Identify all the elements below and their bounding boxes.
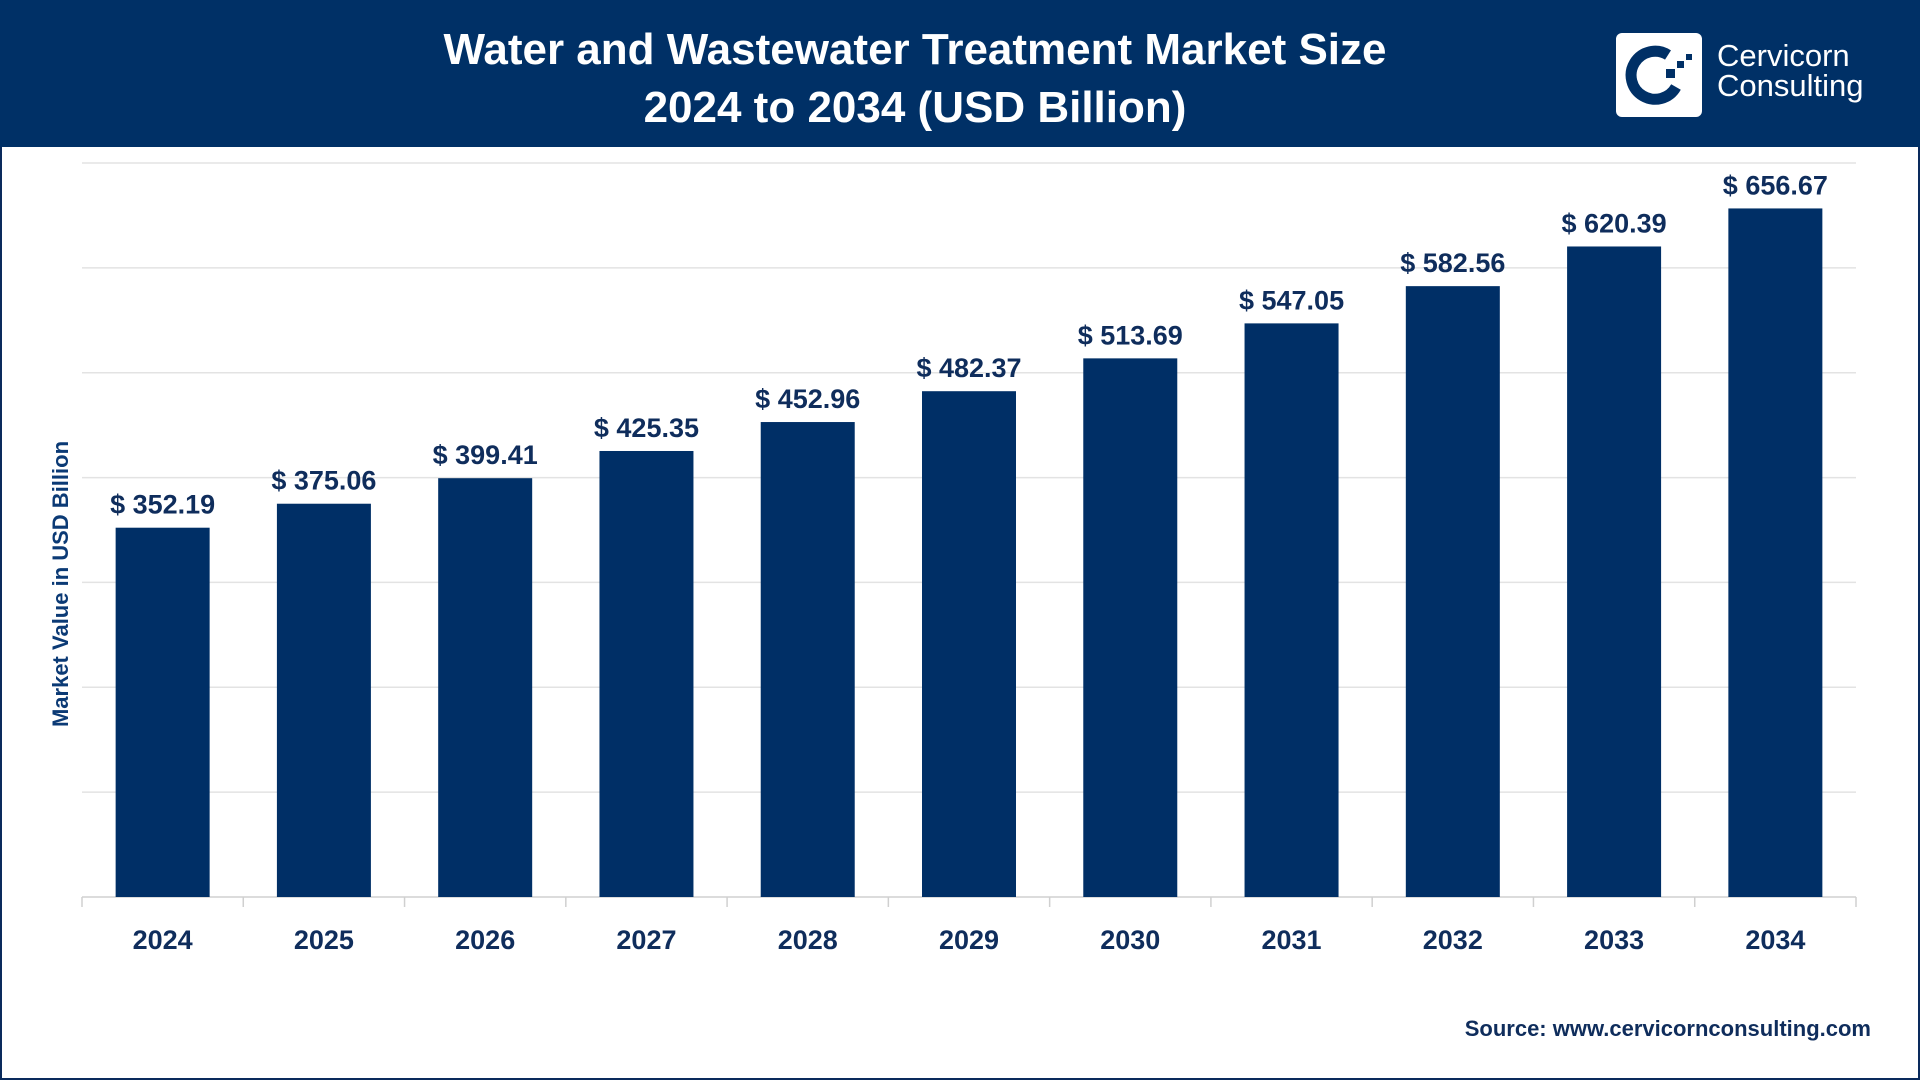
- x-tick-label: 2026: [455, 925, 515, 955]
- x-tick-label: 2030: [1100, 925, 1160, 955]
- data-label: $ 656.67: [1723, 170, 1828, 200]
- header-banner: Water and Wastewater Treatment Market Si…: [0, 0, 1920, 147]
- y-axis-label: Market Value in USD Billion: [48, 440, 73, 728]
- bar-2026: [438, 478, 533, 897]
- x-tick-label: 2032: [1423, 925, 1483, 955]
- data-label: $ 352.19: [110, 490, 215, 520]
- data-label: $ 620.39: [1562, 208, 1667, 238]
- bar-2028: [760, 422, 855, 897]
- data-label: $ 452.96: [755, 384, 860, 414]
- bar-2034: [1728, 208, 1823, 898]
- chart-title-line1: Water and Wastewater Treatment Market Si…: [443, 25, 1387, 74]
- data-label: $ 399.41: [433, 440, 538, 470]
- bar-2025: [276, 503, 371, 897]
- x-tick-label: 2029: [939, 925, 999, 955]
- bar-2033: [1567, 246, 1662, 897]
- data-label: $ 513.69: [1078, 320, 1183, 350]
- x-tick-label: 2028: [778, 925, 838, 955]
- x-tick-label: 2034: [1745, 925, 1805, 955]
- data-label: $ 375.06: [271, 466, 376, 496]
- data-label: $ 582.56: [1400, 248, 1505, 278]
- chart-title-line2: 2024 to 2034 (USD Billion): [643, 83, 1187, 132]
- bar-2029: [922, 391, 1016, 897]
- data-label: $ 425.35: [594, 413, 699, 443]
- data-label: $ 482.37: [916, 353, 1021, 383]
- bar-2027: [599, 450, 694, 897]
- x-tick-label: 2027: [616, 925, 676, 955]
- x-tick-label: 2025: [294, 925, 354, 955]
- x-tick-label: 2033: [1584, 925, 1644, 955]
- source-note: Source: www.cervicornconsulting.com: [1464, 1016, 1871, 1041]
- logo-text-line1: Cervicorn: [1717, 38, 1850, 73]
- x-tick-label: 2031: [1262, 925, 1322, 955]
- bar-2032: [1405, 286, 1500, 897]
- bar-2030: [1083, 358, 1178, 897]
- logo-text-line2: Consulting: [1717, 68, 1864, 103]
- bar-2024: [115, 527, 210, 897]
- bar-2031: [1244, 323, 1339, 897]
- cervicorn-logo-icon: [1616, 33, 1702, 117]
- x-tick-label: 2024: [133, 925, 193, 955]
- data-label: $ 547.05: [1239, 285, 1344, 315]
